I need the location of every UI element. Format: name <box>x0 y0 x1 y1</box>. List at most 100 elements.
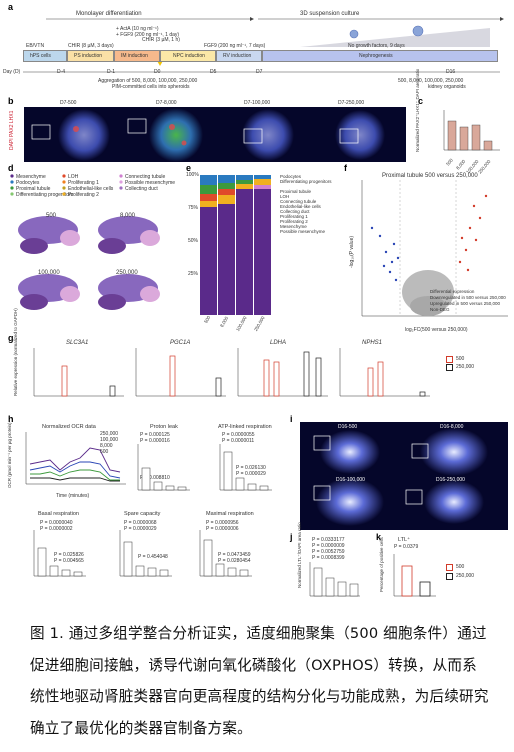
aggregation-line1: Aggregation of 500, 8,000, 100,000, 250,… <box>98 78 198 84</box>
timeline-arrows <box>23 17 504 73</box>
h-ocr-plot <box>25 432 126 485</box>
acta-label: + ActA (10 ng ml⁻¹) <box>116 26 159 32</box>
stage-rv: RV induction <box>216 50 262 62</box>
day-d-1: D-1 <box>107 69 116 75</box>
h-max-p2: P = 0.0000006 <box>206 526 239 532</box>
h-bar-charts <box>33 444 272 577</box>
panel-h-label: h <box>8 414 14 424</box>
day-d-4: D-4 <box>57 69 66 75</box>
stage-nephrogenesis: Nephrogenesis <box>262 50 498 62</box>
suspension-label: 3D suspension culture <box>300 11 360 17</box>
end-line2: kidney organoids <box>428 84 466 90</box>
panel-e-label: e <box>186 163 192 173</box>
d-title-100000: 100,000 <box>38 270 60 276</box>
k-bar-chart <box>393 554 436 597</box>
h-maximal-title: Maximal respiration <box>206 511 254 517</box>
chir8-label: CHIR (8 µM, 3 days) <box>68 43 114 49</box>
panel-d-label: d <box>8 163 14 173</box>
e-ytick-50: 50% <box>188 238 199 244</box>
stage-ps: PS induction <box>67 50 114 62</box>
c-bar-250000 <box>483 140 493 151</box>
day-label: Day (D) <box>3 69 21 75</box>
g-gene-ldha: LDHA <box>270 340 287 346</box>
f-xlabel: log₂FC(500 versus 250,000) <box>405 327 468 333</box>
i-title-8000: D16-8,000 <box>440 424 464 430</box>
k-title: LTL⁺ <box>398 537 410 543</box>
h-atp-p1: P = 0.0000055 <box>222 432 255 438</box>
d-title-8000: 8,000 <box>120 213 136 219</box>
g-gene-slc3a1: SLC3A1 <box>66 340 89 346</box>
panel-j-label: j <box>290 532 293 542</box>
h-basal-p2: P = 0.0000002 <box>40 526 73 532</box>
day-d7: D7 <box>256 69 263 75</box>
f-legend-title: Differential expression <box>430 289 475 294</box>
h-spare-title: Spare capacity <box>124 511 161 517</box>
stage-im: IM induction <box>114 50 160 62</box>
j-p4: P = 0.0008399 <box>312 555 345 561</box>
h-max-p3: P = 0.0473459 <box>218 552 251 558</box>
stage-npc: NPC induction <box>160 50 216 62</box>
b-title-250000: D7-250,000 <box>338 100 365 106</box>
e-ytick-100: 100% <box>186 172 199 178</box>
f-volcano <box>361 180 508 317</box>
c-bar-100000 <box>471 124 481 151</box>
j-p3: P = 0.0052759 <box>312 549 345 555</box>
h-max-p1: P = 0.0000956 <box>206 520 239 526</box>
day-d0: D0 <box>154 69 161 75</box>
b-title-500: D7-500 <box>60 100 77 106</box>
panel-f-label: f <box>344 163 347 173</box>
h-basal-title: Basal respiration <box>38 511 79 517</box>
c-bar-500 <box>447 120 457 151</box>
d-title-500: 500 <box>46 213 57 219</box>
c-bar-8000 <box>459 126 469 151</box>
nogf-label: No growth factors, 9 days <box>348 43 405 49</box>
panel-k-label: k <box>376 532 382 542</box>
c-bar-chart <box>443 110 500 151</box>
h-xlabel: Time (minutes) <box>56 493 90 499</box>
h-proton-p2: P = 0.000016 <box>140 438 170 444</box>
h-spare-p2: P = 0.0000029 <box>124 526 157 532</box>
h-proton-title: Proton leak <box>150 424 178 430</box>
h-basal-p1: P = 0.0000040 <box>40 520 73 526</box>
h-ocr-title: Normalized OCR data <box>42 424 96 430</box>
k-pval: P = 0.0379 <box>394 544 419 550</box>
panel-b-label: b <box>8 96 14 106</box>
day-d5: D5 <box>210 69 217 75</box>
i-title-250000: D16-250,000 <box>436 477 465 483</box>
fgf9b-label: FGF9 (200 ng ml⁻¹, 7 days) <box>204 43 266 49</box>
end-line1: 500, 8,000, 100,000, 250,000 <box>398 78 464 84</box>
h-atp-title: ATP-linked respiration <box>218 424 272 430</box>
h-atp-p2: P = 0.0000011 <box>222 438 255 444</box>
h-spare-p1: P = 0.0000068 <box>124 520 157 526</box>
panel-c-label: c <box>418 96 424 106</box>
h-basal-p3: P = 0.025826 <box>54 552 84 558</box>
h-atp-p4: P = 0.000029 <box>236 471 266 477</box>
panel-i-label: i <box>290 414 293 424</box>
i-title-100000: D16-100,000 <box>336 477 365 483</box>
h-proton-p3: P = 0.008810 <box>140 475 170 481</box>
j-bar-chart <box>309 562 360 597</box>
f-legend-up: Upregulated in 500 versus 250,000 <box>430 301 501 306</box>
aggregation-line2: PIM-committed cells into spheroids <box>112 84 190 90</box>
h-basal-p4: P = 0.004565 <box>54 558 84 564</box>
b-title-100000: D7-100,000 <box>244 100 271 106</box>
panel-a-label: a <box>8 2 14 12</box>
e-ytick-75: 75% <box>188 205 199 211</box>
j-p1: P = 0.0333177 <box>312 537 345 543</box>
e-stacked-bars <box>200 175 271 315</box>
d-title-250000: 250,000 <box>116 270 138 276</box>
d16-micrographs <box>300 422 508 530</box>
fgf9a-label: + FGF9 (200 ng ml⁻¹, 1 day) <box>116 32 180 38</box>
d7-micrographs <box>24 107 406 162</box>
figure-1: a Monolayer differentiation 3D suspensio… <box>3 2 508 597</box>
e-ytick-25: 25% <box>188 271 199 277</box>
h-max-p4: P = 0.0280454 <box>218 558 251 564</box>
panel-g-label: g <box>8 333 14 343</box>
b-title-8000: D7-8,000 <box>156 100 177 106</box>
h-atp-p3: P = 0.026130 <box>236 465 266 471</box>
day-d16: D16 <box>446 69 456 75</box>
k-bar-500 <box>401 565 413 597</box>
k-bar-250000 <box>419 581 431 597</box>
f-title: Proximal tubule 500 versus 250,000 <box>382 173 478 179</box>
eb-vtn-label: EB/VTN <box>26 43 45 49</box>
